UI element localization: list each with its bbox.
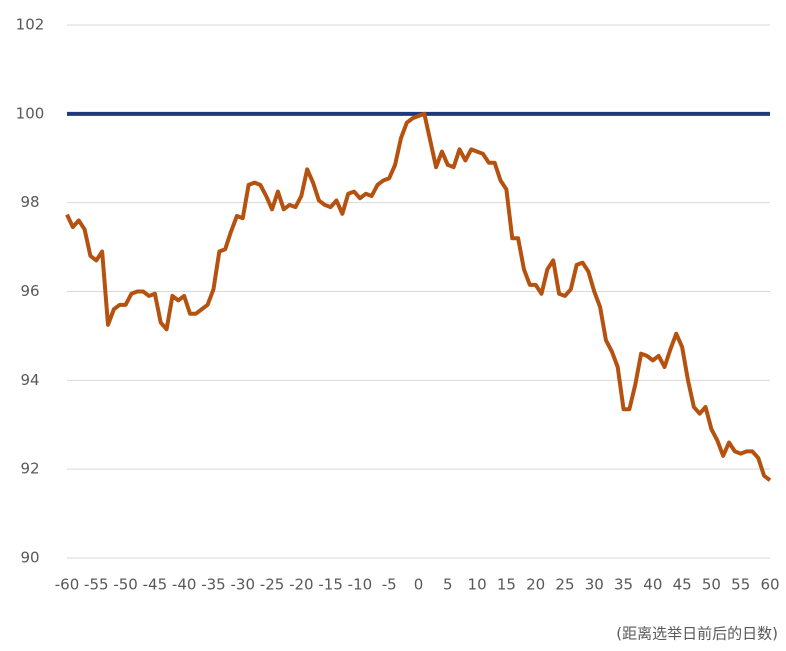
x-tick-label: 35 — [614, 576, 633, 594]
y-tick-label: 92 — [20, 460, 39, 478]
x-tick-label: 10 — [468, 576, 487, 594]
x-tick-label: 30 — [585, 576, 604, 594]
y-tick-label: 98 — [20, 193, 39, 211]
y-tick-label: 94 — [20, 371, 39, 389]
y-tick-label: 90 — [20, 549, 39, 567]
x-tick-label: -50 — [113, 576, 138, 594]
x-tick-label: -10 — [348, 576, 373, 594]
x-tick-label: -35 — [201, 576, 226, 594]
x-tick-label: 45 — [673, 576, 692, 594]
x-axis-label: (距离选举日前后的日数) — [616, 625, 778, 643]
x-tick-label: -25 — [260, 576, 285, 594]
x-tick-label: -55 — [84, 576, 109, 594]
x-tick-label: 5 — [443, 576, 453, 594]
x-tick-label: 40 — [643, 576, 662, 594]
x-tick-label: 55 — [731, 576, 750, 594]
y-tick-label: 102 — [16, 16, 45, 34]
y-tick-label: 100 — [16, 104, 45, 122]
x-tick-label: -20 — [289, 576, 314, 594]
data-line — [65, 111, 772, 482]
x-tick-label: 50 — [702, 576, 721, 594]
x-tick-label: -5 — [382, 576, 397, 594]
x-tick-label: 60 — [760, 576, 779, 594]
x-tick-label: 15 — [497, 576, 516, 594]
x-tick-label: -45 — [143, 576, 168, 594]
x-tick-label: -60 — [55, 576, 80, 594]
x-tick-label: -15 — [318, 576, 343, 594]
x-tick-label: 20 — [526, 576, 545, 594]
x-tick-label: 0 — [414, 576, 424, 594]
y-tick-label: 96 — [20, 282, 39, 300]
x-tick-label: 25 — [555, 576, 574, 594]
x-tick-label: -40 — [172, 576, 197, 594]
x-tick-label: -30 — [231, 576, 256, 594]
